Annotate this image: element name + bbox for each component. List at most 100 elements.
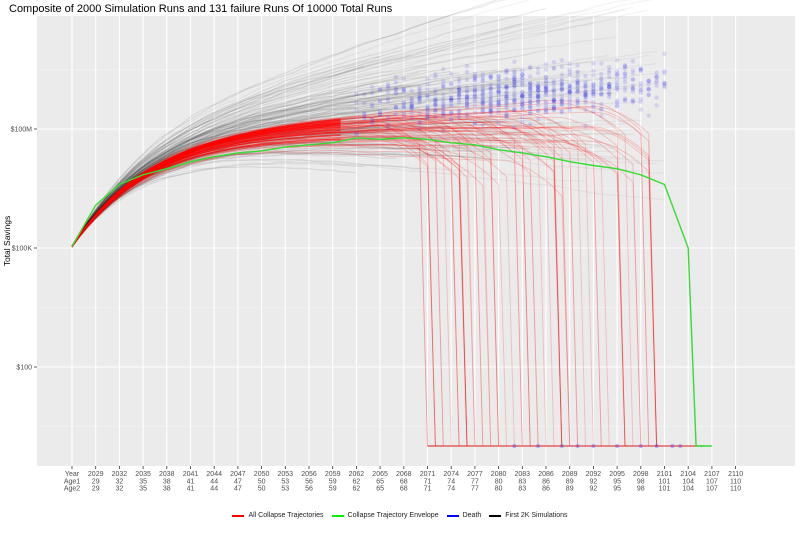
x-tick-label: Age2 [64,486,80,493]
x-tick-label: 2056 [301,471,317,478]
x-tick-label: 2077 [467,471,483,478]
x-tick-label: 110 [730,478,741,485]
x-tick-label: 29 [92,486,100,493]
x-tick-label: 2098 [633,471,649,478]
x-tick-label: 77 [471,486,479,493]
gridlines [37,16,795,466]
x-tick-label: 2071 [420,471,436,478]
legend-item: Collapse Trajectory Envelope [331,512,439,519]
x-axis: YearAge1Age22029292920323232203535352038… [64,466,743,493]
x-tick-label: 47 [234,486,242,493]
x-tick-label: 2110 [728,471,743,478]
x-tick-label: 2065 [372,471,388,478]
x-tick-label: 2092 [586,471,602,478]
x-tick-label: 95 [613,486,621,493]
x-tick-label: 83 [518,478,526,485]
x-tick-label: 44 [210,486,218,493]
x-tick-label: 35 [139,486,147,493]
legend-swatch-icon [232,514,245,517]
legend-item: First 2K Simulations [489,512,568,519]
y-tick-label: $100M [11,127,33,134]
legend-swatch-icon [446,514,459,517]
x-tick-label: 95 [613,478,621,485]
x-tick-label: 2101 [657,471,673,478]
legend-item: Death [446,512,482,519]
collapse-trajectories [71,100,658,447]
x-tick-label: 38 [163,486,171,493]
y-axis-title: Total Savings [2,216,12,267]
chart-legend: All Collapse Trajectories Collapse Trajec… [0,512,800,519]
legend-item: All Collapse Trajectories [232,512,324,519]
x-tick-label: 2080 [491,471,507,478]
x-tick-label: 2059 [325,471,341,478]
x-tick-label: 89 [566,478,574,485]
x-tick-label: 53 [281,486,289,493]
x-tick-label: 110 [730,486,741,493]
x-tick-label: 32 [116,486,124,493]
x-tick-label: 2035 [135,471,151,478]
x-tick-label: 65 [376,478,384,485]
x-tick-label: 98 [637,478,645,485]
y-tick-label: $100 [16,365,32,372]
x-tick-label: 2107 [704,471,720,478]
x-tick-label: 62 [353,486,361,493]
y-tick-label: $100K [12,246,33,253]
x-tick-label: 2086 [538,471,554,478]
x-tick-label: 71 [424,478,432,485]
x-tick-label: 2074 [443,471,459,478]
x-tick-label: 38 [163,478,171,485]
y-axis: $100M $100K $100 [11,127,37,372]
legend-swatch-icon [331,514,344,517]
simulation-runs [71,0,665,247]
legend-label: Death [462,512,482,519]
x-tick-label: 2104 [680,471,696,478]
x-tick-label: 92 [590,478,598,485]
x-tick-label: 44 [210,478,218,485]
x-tick-label: 2089 [562,471,578,478]
x-tick-label: 2062 [349,471,365,478]
x-tick-label: 41 [187,486,195,493]
x-tick-label: 62 [353,478,361,485]
x-tick-label: 86 [542,486,550,493]
x-tick-label: 107 [706,486,718,493]
x-tick-label: 92 [590,486,598,493]
plot-panel [37,16,795,466]
death-points [354,51,683,448]
x-tick-label: 107 [706,478,718,485]
x-tick-label: 35 [139,478,147,485]
x-tick-label: 2044 [206,471,222,478]
x-tick-label: 41 [187,478,195,485]
x-tick-label: 68 [400,478,408,485]
legend-swatch-icon [489,514,502,517]
x-tick-label: 53 [281,478,289,485]
x-tick-label: 2083 [515,471,531,478]
x-tick-label: 74 [447,478,455,485]
x-tick-label: 2068 [396,471,412,478]
x-tick-label: 32 [116,478,124,485]
legend-label: Collapse Trajectory Envelope [347,512,439,519]
x-tick-label: 59 [329,478,337,485]
x-tick-label: 2095 [609,471,625,478]
chart-title: Composite of 2000 Simulation Runs and 13… [9,3,393,15]
x-tick-label: 77 [471,478,479,485]
x-tick-label: 104 [682,486,694,493]
x-tick-label: 98 [637,486,645,493]
legend-label: First 2K Simulations [505,512,568,519]
x-tick-label: Age1 [64,478,80,485]
x-tick-label: Year [65,471,80,478]
x-tick-label: 29 [92,478,100,485]
x-tick-label: 101 [659,478,671,485]
x-tick-label: 68 [400,486,408,493]
x-tick-label: 2038 [159,471,175,478]
x-tick-label: 74 [447,486,455,493]
collapse-envelope-line [71,137,712,447]
x-tick-label: 47 [234,478,242,485]
x-tick-label: 71 [424,486,432,493]
x-tick-label: 83 [518,486,526,493]
x-tick-label: 56 [305,486,313,493]
x-tick-label: 56 [305,478,313,485]
x-tick-label: 59 [329,486,337,493]
x-tick-label: 50 [258,486,266,493]
x-tick-label: 101 [659,486,671,493]
x-tick-label: 80 [495,486,503,493]
